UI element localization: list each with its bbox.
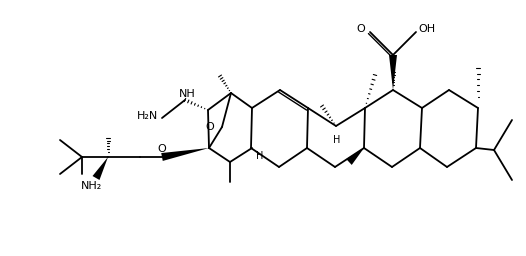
- Polygon shape: [161, 148, 209, 161]
- Polygon shape: [346, 148, 364, 165]
- Text: O: O: [205, 122, 214, 132]
- Polygon shape: [93, 157, 108, 180]
- Text: NH: NH: [179, 89, 195, 99]
- Text: NH₂: NH₂: [82, 181, 103, 191]
- Text: O: O: [356, 24, 365, 34]
- Text: H: H: [333, 135, 341, 145]
- Text: H: H: [256, 151, 264, 161]
- Text: H₂N: H₂N: [137, 111, 158, 121]
- Polygon shape: [389, 55, 397, 90]
- Text: O: O: [158, 144, 166, 154]
- Text: OH: OH: [418, 24, 435, 34]
